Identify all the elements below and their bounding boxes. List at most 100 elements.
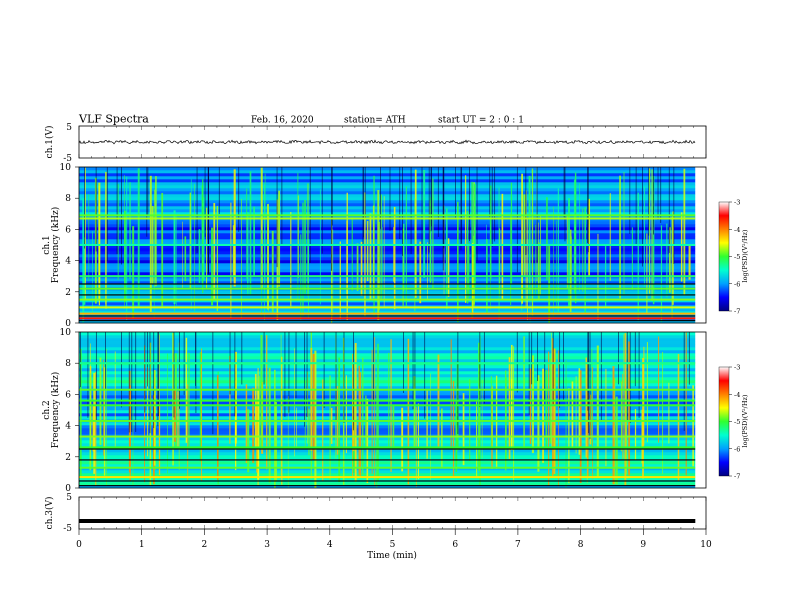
spectrogram-dark-streak (638, 332, 640, 418)
y-tick-label: 2 (65, 453, 71, 463)
spectrogram-streak (539, 215, 541, 296)
spectrogram-streak (495, 375, 498, 469)
spectrogram-streak (345, 375, 347, 454)
spectrogram-cell-row (79, 203, 696, 207)
spectrogram-streak (457, 201, 459, 323)
spectrogram-streak (374, 337, 376, 487)
spectrogram-dark-streak (489, 167, 491, 218)
spectrogram-streak (628, 341, 631, 476)
spectrogram-dark-streak (105, 332, 106, 391)
spectrogram-dark-streak (241, 332, 243, 385)
spectrogram-streak (371, 349, 373, 474)
spectrogram-streak (173, 210, 176, 305)
spectrogram-streak (591, 349, 593, 447)
spectrogram-dark-streak (195, 332, 196, 386)
spectrogram-streak (310, 347, 313, 451)
spectrogram-streak (211, 227, 214, 306)
spectrogram-streak (393, 206, 396, 310)
x-tick-label: 2 (202, 540, 208, 550)
spectrogram-streak (201, 348, 203, 481)
spectrogram-streak (613, 378, 616, 485)
spectrogram-streak (103, 359, 105, 456)
spectrogram-streak (414, 198, 416, 312)
spectrogram-streak (366, 221, 369, 282)
spectrogram-streak (546, 197, 548, 280)
spectrogram-streak (450, 339, 452, 450)
spectrogram-dark-streak (460, 167, 462, 251)
spectrogram-dark-streak (660, 167, 662, 223)
spectrogram-cell-row (79, 245, 696, 249)
spectrogram-streak (213, 203, 216, 301)
spectrogram-streak (565, 360, 567, 488)
spectrogram-dark-streak (362, 167, 364, 238)
spectrogram-streak (124, 210, 127, 303)
spectrogram-dark-line (79, 283, 696, 285)
spectrogram-streak (174, 389, 176, 442)
x-tick-label: 6 (452, 540, 458, 550)
spectrogram-streak (402, 223, 405, 292)
spectrogram-dark-streak (306, 332, 308, 418)
spectrogram-streak (308, 238, 310, 320)
spectrogram-cell-row (79, 380, 696, 384)
spectrogram-dark-streak (288, 332, 290, 413)
spectrogram-dark-streak (399, 167, 401, 240)
spectrogram-streak (331, 407, 333, 444)
spectrogram-dark-streak (476, 167, 478, 261)
spectrogram-dark-streak (688, 332, 690, 385)
y-tick-label: 0 (65, 319, 71, 329)
spectrogram-cell-row (79, 344, 696, 348)
spectrogram-streak (571, 381, 574, 448)
spectrogram-dark-streak (373, 332, 374, 401)
spectrogram-cell-row (79, 359, 696, 363)
spectrogram-streak (249, 171, 252, 296)
spectrogram-streak (382, 227, 383, 298)
ch3-ytick-top: 5 (66, 493, 72, 503)
spectrogram-streak (587, 392, 589, 477)
spectrogram-streak (631, 227, 633, 290)
spectrogram-cell-row (79, 425, 696, 429)
spectrogram-streak (558, 350, 559, 487)
spectrogram-streak (254, 373, 257, 449)
spectrogram-streak (668, 227, 671, 293)
spectrogram-streak (232, 225, 235, 278)
spectrogram-dark-streak (179, 332, 180, 409)
spectrogram-streak (646, 342, 648, 443)
spectrogram-cell-row (79, 353, 696, 357)
spectrogram-streak (402, 228, 404, 306)
spectrogram-dark-streak (563, 332, 564, 402)
ch2-colorbar: -3 -4 -5 -6 -7 log(PSD)(V²/Hz) (718, 364, 749, 481)
spectrogram-streak (105, 172, 107, 309)
spectrogram-streak (147, 366, 149, 457)
spectrogram-streak (307, 371, 309, 444)
spectrogram-cell-row (79, 386, 696, 390)
spectrogram-streak (377, 190, 380, 321)
spectrogram-streak (106, 348, 107, 487)
spectrogram-dark-streak (559, 332, 561, 408)
ch2-colorbar-label: log(PSD)(V²/Hz) (741, 394, 749, 447)
spectrogram-dark-streak (212, 332, 214, 435)
spectrogram-dark-line (79, 315, 696, 317)
spectrogram-streak (275, 402, 277, 482)
spectrogram-dark-streak (629, 332, 631, 423)
spectrogram-streak (643, 186, 645, 287)
spectrogram-streak (188, 352, 190, 447)
colorbar-tick-label: -4 (734, 226, 740, 234)
spectrogram-streak (176, 214, 177, 306)
spectrogram-streak (271, 230, 274, 313)
spectrogram-streak (553, 206, 554, 317)
spectrogram-cell-row (79, 272, 696, 276)
spectrogram-cell-row (79, 377, 696, 381)
spectrogram-streak (304, 380, 306, 447)
spectrogram-streak (245, 384, 248, 463)
spectrogram-streak (637, 192, 639, 322)
spectrogram-streak (266, 335, 268, 470)
spectrogram-streak (589, 394, 592, 445)
spectrogram-streak (660, 225, 663, 322)
spectrogram-cell-row (79, 248, 696, 252)
spectrogram-streak (351, 217, 353, 291)
spectrogram-dark-streak (281, 167, 283, 247)
x-tick-label: 1 (139, 540, 145, 550)
spectrogram-streak (579, 183, 581, 292)
spectrogram-streak (510, 213, 512, 306)
spectrogram-streak (203, 197, 205, 281)
